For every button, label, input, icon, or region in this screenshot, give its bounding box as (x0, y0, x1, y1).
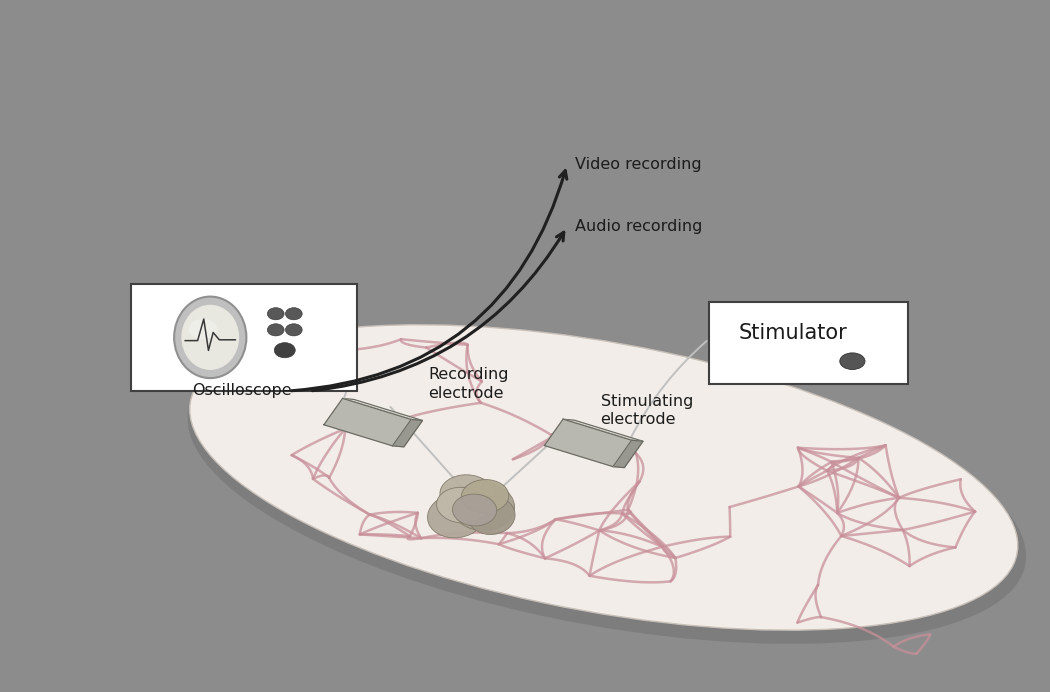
Polygon shape (393, 419, 422, 447)
Ellipse shape (190, 325, 1017, 630)
Text: Recording
electrode: Recording electrode (428, 367, 509, 401)
Ellipse shape (461, 480, 509, 513)
Text: Oscilloscope: Oscilloscope (192, 383, 291, 398)
Polygon shape (613, 440, 643, 468)
FancyBboxPatch shape (709, 302, 908, 384)
Ellipse shape (174, 297, 247, 378)
Ellipse shape (286, 324, 302, 336)
Ellipse shape (467, 497, 516, 534)
Text: Video recording: Video recording (575, 157, 702, 172)
Polygon shape (323, 399, 412, 446)
Ellipse shape (188, 332, 1026, 644)
Text: Audio recording: Audio recording (575, 219, 702, 235)
Text: Stimulating
electrode: Stimulating electrode (601, 394, 693, 427)
FancyBboxPatch shape (131, 284, 357, 391)
Ellipse shape (427, 493, 486, 538)
Ellipse shape (268, 308, 285, 320)
Circle shape (840, 353, 865, 370)
Ellipse shape (274, 343, 295, 358)
Ellipse shape (286, 308, 302, 320)
Polygon shape (563, 419, 643, 441)
Text: Stimulator: Stimulator (738, 323, 847, 343)
Ellipse shape (452, 482, 514, 531)
Ellipse shape (189, 319, 217, 339)
Polygon shape (342, 399, 422, 421)
Ellipse shape (440, 475, 495, 515)
Polygon shape (544, 419, 632, 466)
Ellipse shape (182, 304, 239, 370)
Ellipse shape (268, 324, 285, 336)
Ellipse shape (437, 487, 487, 523)
Ellipse shape (453, 494, 497, 526)
